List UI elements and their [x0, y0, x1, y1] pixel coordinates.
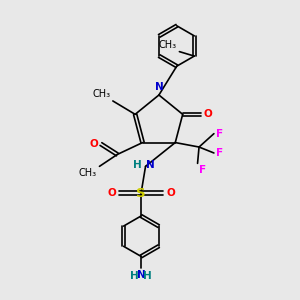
Text: CH₃: CH₃ — [92, 88, 110, 99]
Text: H: H — [143, 271, 152, 281]
Text: N: N — [146, 160, 155, 170]
Text: O: O — [166, 188, 175, 198]
Text: F: F — [216, 148, 223, 158]
Text: N: N — [154, 82, 163, 92]
Text: H: H — [130, 271, 139, 281]
Text: H: H — [133, 160, 141, 170]
Text: N: N — [137, 270, 146, 280]
Text: S: S — [136, 187, 146, 200]
Text: O: O — [203, 109, 212, 119]
Text: F: F — [199, 165, 206, 175]
Text: CH₃: CH₃ — [79, 168, 97, 178]
Text: O: O — [107, 188, 116, 198]
Text: F: F — [216, 129, 223, 139]
Text: O: O — [89, 139, 98, 149]
Text: CH₃: CH₃ — [159, 40, 177, 50]
